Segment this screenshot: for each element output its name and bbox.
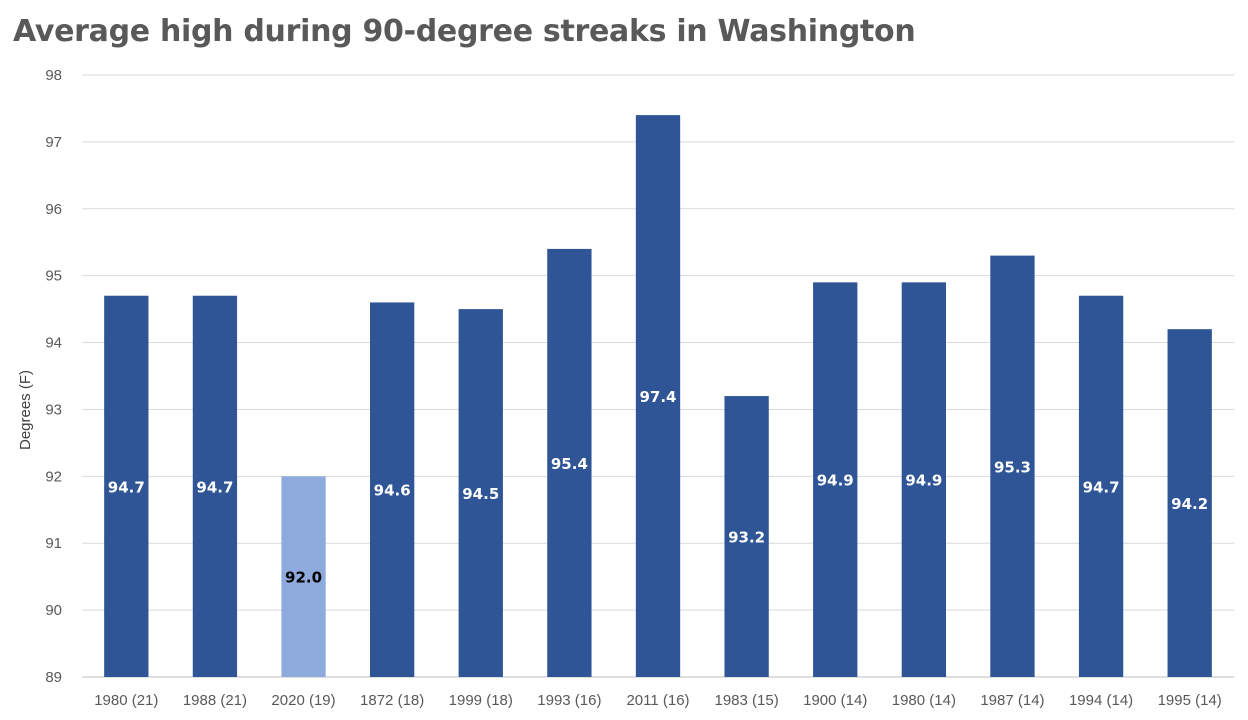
x-axis-ticks: 1980 (21) 1988 (21) 2020 (19) 1872 (18) 1999… — [94, 692, 1222, 709]
data-label: 94.9 — [905, 472, 942, 490]
y-tick-label: 93 — [45, 401, 62, 418]
x-tick-label: 1900 (14) — [803, 692, 867, 709]
x-tick-label: 2011 (16) — [626, 692, 689, 709]
x-tick-label: 1993 (16) — [537, 692, 601, 709]
x-tick-label: 1980 (14) — [892, 692, 956, 709]
data-label: 94.7 — [108, 478, 145, 496]
y-tick-label: 98 — [45, 67, 62, 84]
y-tick-label: 96 — [45, 201, 62, 218]
y-axis-label: Degrees (F) — [17, 370, 34, 450]
bar — [1167, 329, 1212, 677]
bar — [281, 476, 326, 677]
bar — [370, 302, 415, 677]
x-tick-label: 1995 (14) — [1158, 692, 1222, 709]
x-tick-label: 2020 (19) — [271, 692, 335, 709]
data-label: 94.9 — [817, 472, 854, 490]
data-label: 95.3 — [994, 458, 1031, 476]
y-tick-label: 91 — [45, 535, 62, 552]
y-tick-label: 90 — [45, 602, 62, 619]
data-label: 95.4 — [551, 455, 588, 473]
data-labels: 94.7 94.7 92.0 94.6 94.5 95.4 97.4 93.2 94.9 94.9… — [108, 388, 1208, 587]
x-tick-label: 1980 (21) — [94, 692, 158, 709]
bar — [901, 282, 946, 677]
chart-title: Average high during 90-degree streaks in… — [13, 14, 916, 49]
data-label: 94.7 — [196, 478, 233, 496]
x-tick-label: 1994 (14) — [1069, 692, 1133, 709]
data-label: 94.5 — [462, 485, 499, 503]
y-tick-label: 97 — [45, 134, 62, 151]
bar — [724, 396, 769, 677]
y-axis-ticks: 89 90 91 92 93 94 95 96 97 98 — [45, 67, 62, 686]
bar — [990, 255, 1035, 677]
bars — [104, 115, 1212, 678]
x-tick-label: 1999 (18) — [449, 692, 513, 709]
data-label: 94.6 — [374, 482, 411, 500]
bar — [192, 295, 238, 677]
y-tick-label: 94 — [45, 335, 62, 352]
bar — [458, 309, 503, 677]
x-tick-label: 1987 (14) — [980, 692, 1044, 709]
data-label: 97.4 — [639, 388, 676, 406]
x-tick-label: 1983 (15) — [715, 692, 779, 709]
bar — [813, 282, 858, 677]
bar — [547, 248, 592, 677]
data-label: 92.0 — [285, 569, 322, 587]
y-tick-label: 95 — [45, 268, 62, 285]
data-label: 94.7 — [1083, 478, 1120, 496]
bar — [1078, 295, 1124, 677]
bar — [104, 295, 149, 677]
y-tick-label: 92 — [45, 468, 62, 485]
x-tick-label: 1988 (21) — [183, 692, 247, 709]
bar — [635, 115, 681, 678]
y-tick-label: 89 — [45, 669, 62, 686]
x-tick-label: 1872 (18) — [360, 692, 424, 709]
data-label: 93.2 — [728, 529, 765, 547]
data-label: 94.2 — [1171, 495, 1208, 513]
